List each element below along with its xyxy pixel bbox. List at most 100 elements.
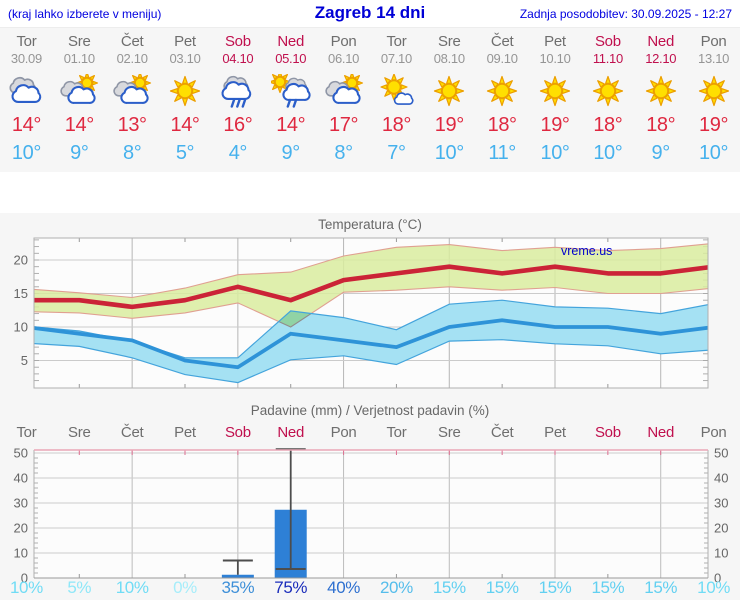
max-temp: 14° (276, 114, 306, 136)
min-temp: 10° (11, 142, 41, 164)
sun-cloud-icon (113, 74, 152, 104)
max-temp-band (34, 243, 708, 327)
day-name: Sre (68, 33, 91, 50)
day-column-1[interactable]: Sre 01.10 (53, 32, 106, 66)
day-date: 01.10 (63, 51, 95, 66)
sun-shape (169, 75, 201, 107)
precip-day-label: Sre (438, 424, 461, 441)
sun-shape (698, 75, 729, 107)
precip-probability: 15% (485, 578, 519, 597)
min-temp: 11° (488, 142, 516, 164)
day-column-7[interactable]: Tor 07.10 (370, 32, 423, 66)
day-column-6[interactable]: Pon 06.10 (317, 32, 370, 66)
precip-y-label-right: 0 (714, 571, 721, 583)
precip-y-label-left: 10 (14, 546, 28, 561)
day-date: 12.10 (645, 51, 677, 66)
day-column-10[interactable]: Pet 10.10 (529, 32, 582, 66)
precip-probability: 15% (591, 578, 625, 597)
day-column-2[interactable]: Čet 02.10 (106, 32, 159, 66)
temperature-chart: 5 10 15 20 vreme.us (14, 237, 709, 389)
day-date: 02.10 (116, 51, 148, 66)
day-column-9[interactable]: Čet 09.10 (476, 32, 529, 66)
day-name: Ned (277, 33, 305, 50)
precip-day-label: Sre (68, 424, 91, 441)
min-temp: 4° (228, 142, 248, 164)
day-column-11[interactable]: Sob 11.10 (581, 32, 634, 66)
day-date: 09.10 (486, 51, 518, 66)
day-column-4[interactable]: Sob 04.10 (211, 32, 264, 66)
precip-probability-row: 10% 5% 10% 0% 35% 75% 40% 20% 15% 15% 15% 15% 15% 10% (0, 577, 740, 598)
sun-cloud-icon (60, 74, 99, 104)
day-column-13[interactable]: Pon 13.10 (687, 32, 740, 66)
precip-y-label-right: 10 (714, 546, 728, 561)
vreme-watermark[interactable]: vreme.us (561, 244, 612, 258)
last-update: Zadnja posodobitev: 30.09.2025 - 12:27 (519, 7, 732, 21)
day-column-8[interactable]: Sre 08.10 (423, 32, 476, 66)
min-temp: 7° (387, 142, 406, 164)
day-date: 13.10 (698, 51, 730, 66)
day-column-0[interactable]: Tor 30.09 (0, 32, 53, 66)
precip-y-label-right: 20 (714, 521, 728, 536)
sunny-icon (592, 75, 623, 107)
day-name: Čet (120, 33, 144, 50)
weather-icon-cell (53, 72, 106, 112)
max-temp: 14° (11, 114, 41, 136)
day-name: Sob (594, 33, 621, 50)
weather-icon-cell (687, 72, 740, 112)
precip-probability: 40% (327, 578, 360, 597)
min-temp: 5° (175, 142, 195, 164)
weather-icon-cell (370, 72, 423, 112)
sun-cloud-icon (324, 74, 363, 104)
day-name: Tor (16, 33, 37, 50)
weather-icon-cell (106, 72, 159, 112)
precip-y-label-left: 0 (21, 571, 28, 583)
precip-day-label: Čet (120, 424, 144, 441)
weather-icons-row (0, 72, 740, 112)
precip-probability: 75% (274, 578, 308, 597)
day-column-12[interactable]: Ned 12.10 (634, 32, 687, 66)
weather-icon-cell (581, 72, 634, 112)
precip-y-label-left: 40 (14, 471, 28, 486)
precip-y-label-left: 20 (14, 521, 28, 536)
precip-y-label-left: 50 (14, 446, 28, 461)
precip-y-label-left: 30 (14, 496, 28, 511)
day-name: Tor (386, 33, 407, 50)
precip-chart-title: Padavine (mm) / Verjetnost padavin (%) (250, 403, 490, 418)
precip-y-label-right: 50 (714, 446, 728, 461)
precip-day-label: Pon (330, 424, 357, 441)
temp-chart-title: Temperatura (°C) (318, 217, 422, 232)
day-column-3[interactable]: Pet 03.10 (159, 32, 212, 66)
precip-day-label: Pet (174, 424, 196, 441)
precip-day-label: Čet (490, 424, 514, 441)
weather-icon-cell (423, 72, 476, 112)
precip-day-label: Ned (277, 424, 305, 441)
precip-day-label: Pet (544, 424, 566, 441)
day-name: Čet (490, 33, 514, 50)
max-temps-row: 14° 14° 13° 14° 16° 14° 17° 18° 19° 18° 19° 18° 18° 1… (0, 114, 740, 137)
max-temp: 14° (64, 114, 94, 136)
day-name: Sob (224, 33, 251, 50)
day-date: 08.10 (433, 51, 465, 66)
day-name: Pet (174, 33, 196, 50)
precip-y-label-right: 30 (714, 496, 728, 511)
page-title: Zagreb 14 dni (314, 3, 426, 22)
menu-hint: (kraj lahko izberete v meniju) (8, 7, 162, 21)
sun-shape (434, 75, 465, 107)
weather-icon-cell (264, 72, 317, 112)
temp-y-label: 20 (14, 253, 28, 268)
day-name: Sre (438, 33, 461, 50)
min-temp: 9° (281, 142, 301, 164)
sun-shape (487, 75, 518, 107)
precipitation-chart: 0 0 10 10 20 20 30 30 40 40 50 50 (14, 446, 729, 583)
max-temp: 19° (699, 114, 729, 136)
day-column-5[interactable]: Ned 05.10 (264, 32, 317, 66)
min-temp: 8° (334, 142, 353, 164)
weather-icon-cell (476, 72, 529, 112)
header: (kraj lahko izberete v meniju) Zagreb 14… (0, 0, 740, 28)
sun-shape (539, 75, 571, 107)
spacer (0, 172, 740, 213)
precip-probability: 20% (380, 578, 413, 597)
max-temp: 16° (223, 114, 253, 136)
sunny-icon (434, 75, 465, 107)
